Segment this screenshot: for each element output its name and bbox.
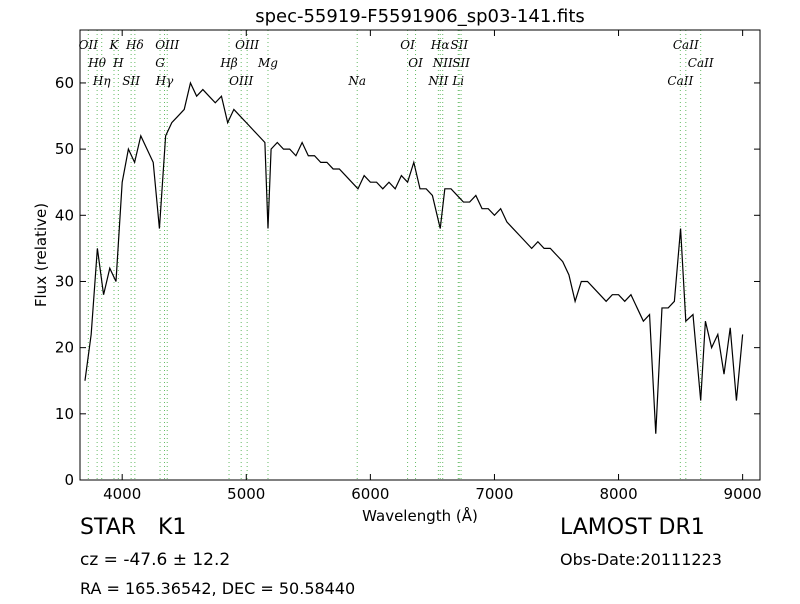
spectral-line-label: Hθ bbox=[87, 56, 106, 70]
spectral-line-label: OI bbox=[400, 38, 415, 52]
class-label: STAR bbox=[80, 515, 136, 540]
spectral-line-label: Hβ bbox=[219, 56, 237, 70]
x-tick-label: 8000 bbox=[599, 485, 637, 503]
chart-title: spec-55919-F5591906_sp03-141.fits bbox=[255, 6, 585, 27]
spectral-line-label: CaII bbox=[673, 38, 699, 52]
spectral-line-label: CaII bbox=[688, 56, 714, 70]
date-label: Obs-Date:20111223 bbox=[560, 550, 722, 569]
y-tick-label: 10 bbox=[55, 405, 74, 423]
cz-label: cz = -47.6 ± 12.2 bbox=[80, 550, 230, 570]
y-axis-label: Flux (relative) bbox=[32, 203, 50, 307]
spectral-line-label: OIII bbox=[235, 38, 259, 52]
y-tick-label: 30 bbox=[55, 272, 74, 290]
x-tick-label: 6000 bbox=[351, 485, 389, 503]
x-tick-label: 7000 bbox=[475, 485, 513, 503]
plot-frame bbox=[79, 29, 761, 481]
spectral-line-label: H bbox=[112, 56, 124, 70]
spectral-line-label: Hγ bbox=[155, 74, 174, 88]
spectral-line-label: OIII bbox=[155, 38, 179, 52]
subclass-label: K1 bbox=[158, 515, 186, 540]
y-tick-label: 50 bbox=[55, 140, 74, 158]
x-tick-label: 4000 bbox=[103, 485, 141, 503]
spectral-line-label: SII bbox=[450, 38, 468, 52]
release-label: LAMOST DR1 bbox=[560, 515, 705, 540]
spectral-line-label: NII bbox=[432, 56, 453, 70]
y-tick-label: 40 bbox=[55, 206, 74, 224]
spectral-line-label: SII bbox=[452, 56, 470, 70]
spectral-line-label: Li bbox=[451, 74, 464, 88]
spectral-line-label: OII bbox=[79, 38, 99, 52]
spectral-line-label: NII bbox=[427, 74, 448, 88]
y-tick-label: 20 bbox=[55, 339, 74, 357]
spectral-line-label: OI bbox=[408, 56, 423, 70]
x-tick-label: 9000 bbox=[724, 485, 762, 503]
spectrum-line bbox=[84, 81, 744, 434]
spectral-line-label: Mg bbox=[257, 56, 278, 70]
spectral-line-label: K bbox=[109, 38, 120, 52]
spectral-line-label: Na bbox=[347, 74, 366, 88]
spectral-line-label: Hα bbox=[430, 38, 450, 52]
spectral-line-label: Hδ bbox=[125, 38, 144, 52]
spectral-line-label: G bbox=[155, 56, 165, 70]
y-tick-label: 60 bbox=[55, 74, 74, 92]
y-tick-label: 0 bbox=[64, 471, 74, 489]
spectral-line-label: CaII bbox=[667, 74, 693, 88]
x-tick-label: 5000 bbox=[227, 485, 265, 503]
spectral-line-label: Hη bbox=[92, 74, 111, 88]
spectral-line-label: OIII bbox=[229, 74, 253, 88]
x-axis-label: Wavelength (Å) bbox=[362, 506, 478, 525]
spectral-line-label: SII bbox=[122, 74, 140, 88]
coords-label: RA = 165.36542, DEC = 50.58440 bbox=[80, 579, 355, 598]
